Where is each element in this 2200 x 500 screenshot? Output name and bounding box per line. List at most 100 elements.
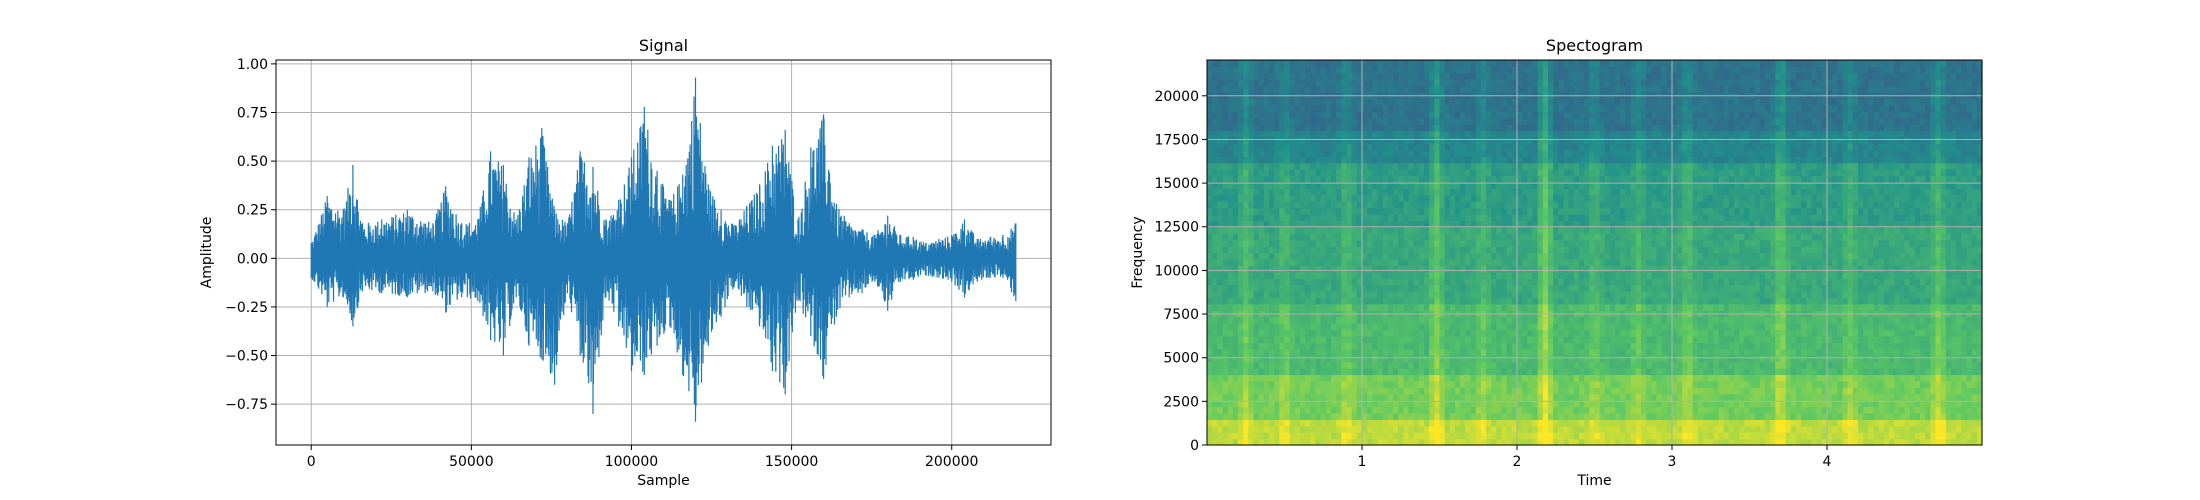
spectrogram-cell [1491,374,1497,382]
spectrogram-cell [1579,329,1585,337]
spectrogram-cell [1305,368,1311,376]
spectrogram-cell [1527,393,1534,401]
spectrogram-cell [1542,380,1549,388]
spectrogram-cell [1382,380,1389,388]
spectrogram-cell [1274,291,1280,299]
spectrogram-cell [1367,124,1373,132]
spectrogram-cell [1377,393,1384,401]
spectrogram-cell [1320,393,1327,401]
spectrogram-cell [1341,162,1348,170]
spectrogram-cell [1320,124,1327,132]
spectrogram-cell [1269,380,1275,388]
spectrogram-cell [1573,329,1580,337]
spectrogram-cell [1387,361,1394,369]
spectrogram-cell [1269,188,1275,196]
spectrogram-cell [1387,303,1394,311]
spectrogram-cell [1336,361,1342,369]
spectrogram-cell [1294,291,1301,299]
spectrogram-cell [1207,143,1213,151]
spectrogram-cell [1594,438,1601,446]
spectrogram-cell [1356,342,1363,350]
spectrogram-cell [1620,412,1627,420]
spectrogram-cell [1408,387,1415,395]
spectrogram-cell [1506,355,1513,363]
spectrogram-cell [1248,201,1255,209]
spectrogram-cell [1393,233,1399,241]
spectrogram-cell [1300,98,1306,106]
spectrogram-cell [1238,265,1244,273]
spectrogram-cell [1465,271,1472,279]
spectrogram-cell [1532,143,1539,151]
spectrogram-cell [1506,258,1513,266]
spectrogram-cell [1362,342,1368,350]
spectrogram-cell [1501,156,1508,164]
spectrogram-cell [1455,368,1461,376]
spectrogram-cell [1599,181,1606,189]
spectrogram-cell [1279,111,1286,119]
spectrogram-cell [1615,85,1621,93]
spectrogram-cell [1480,149,1487,157]
spectrogram-cell [1248,355,1255,363]
spectrogram-cell [1620,284,1627,292]
spectrogram-cell [1625,214,1632,222]
spectrogram-cell [1599,214,1606,222]
spectrogram-cell [1480,188,1487,196]
spectrogram-cell [1610,143,1616,151]
spectrogram-cell [1341,137,1348,145]
spectrogram-cell [1537,117,1544,125]
spectrogram-cell [1558,348,1565,356]
spectrogram-cell [1548,156,1554,164]
spectrogram-cell [1589,406,1596,414]
spectrogram-cell [1486,400,1492,408]
spectrogram-cell [1449,104,1456,112]
spectrogram-cell [1439,117,1446,125]
spectrogram-cell [1356,438,1363,446]
spectrogram-cell [1542,233,1549,241]
spectrogram-cell [1424,355,1430,363]
spectrogram-cell [1227,432,1234,440]
spectrogram-cell [1248,393,1255,401]
spectrogram-cell [1212,438,1218,446]
spectrogram-cell [1341,329,1348,337]
spectrogram-cell [1315,66,1322,74]
spectrogram-cell [1537,79,1544,87]
spectrogram-cell [1300,265,1306,273]
spectrogram-cell [1258,149,1265,157]
spectrogram-cell [1300,291,1306,299]
spectrogram-cell [1372,323,1379,331]
spectrogram-cell [1568,329,1575,337]
spectrogram-cell [1480,278,1487,286]
spectrogram-cell [1398,419,1404,427]
spectrogram-cell [1444,361,1451,369]
spectrogram-cell [1594,348,1601,356]
spectrogram-cell [1320,361,1327,369]
spectrogram-cell [1222,374,1229,382]
spectrogram-cell [1501,387,1508,395]
spectrogram-cell [1625,162,1632,170]
spectrogram-cell [1227,406,1234,414]
spectrogram-cell [1480,162,1487,170]
spectrogram-cell [1568,239,1575,247]
spectrogram-cell [1496,335,1503,343]
spectrogram-cell [1620,130,1627,138]
spectrogram-cell [1356,98,1363,106]
spectrogram-cell [1449,79,1456,87]
spectrogram-cell [1599,60,1606,68]
spectrogram-cell [1460,233,1466,241]
spectrogram-cell [1517,66,1523,74]
spectrogram-cell [1522,181,1528,189]
spectrogram-cell [1398,137,1404,145]
spectrogram-cell [1429,85,1435,93]
spectrogram-cell [1568,265,1575,273]
spectrogram-cell [1465,181,1472,189]
spectrogram-cell [1408,207,1415,215]
spectrogram-cell [1331,207,1337,215]
spectrogram-cell [1263,432,1270,440]
spectrogram-cell [1444,335,1451,343]
spectrogram-cell [1558,246,1565,254]
spectrogram-cell [1356,111,1363,119]
spectrogram-cell [1367,265,1373,273]
spectrogram-cell [1346,265,1353,273]
spectrogram-cell [1486,380,1492,388]
spectrogram-cell [1589,149,1596,157]
